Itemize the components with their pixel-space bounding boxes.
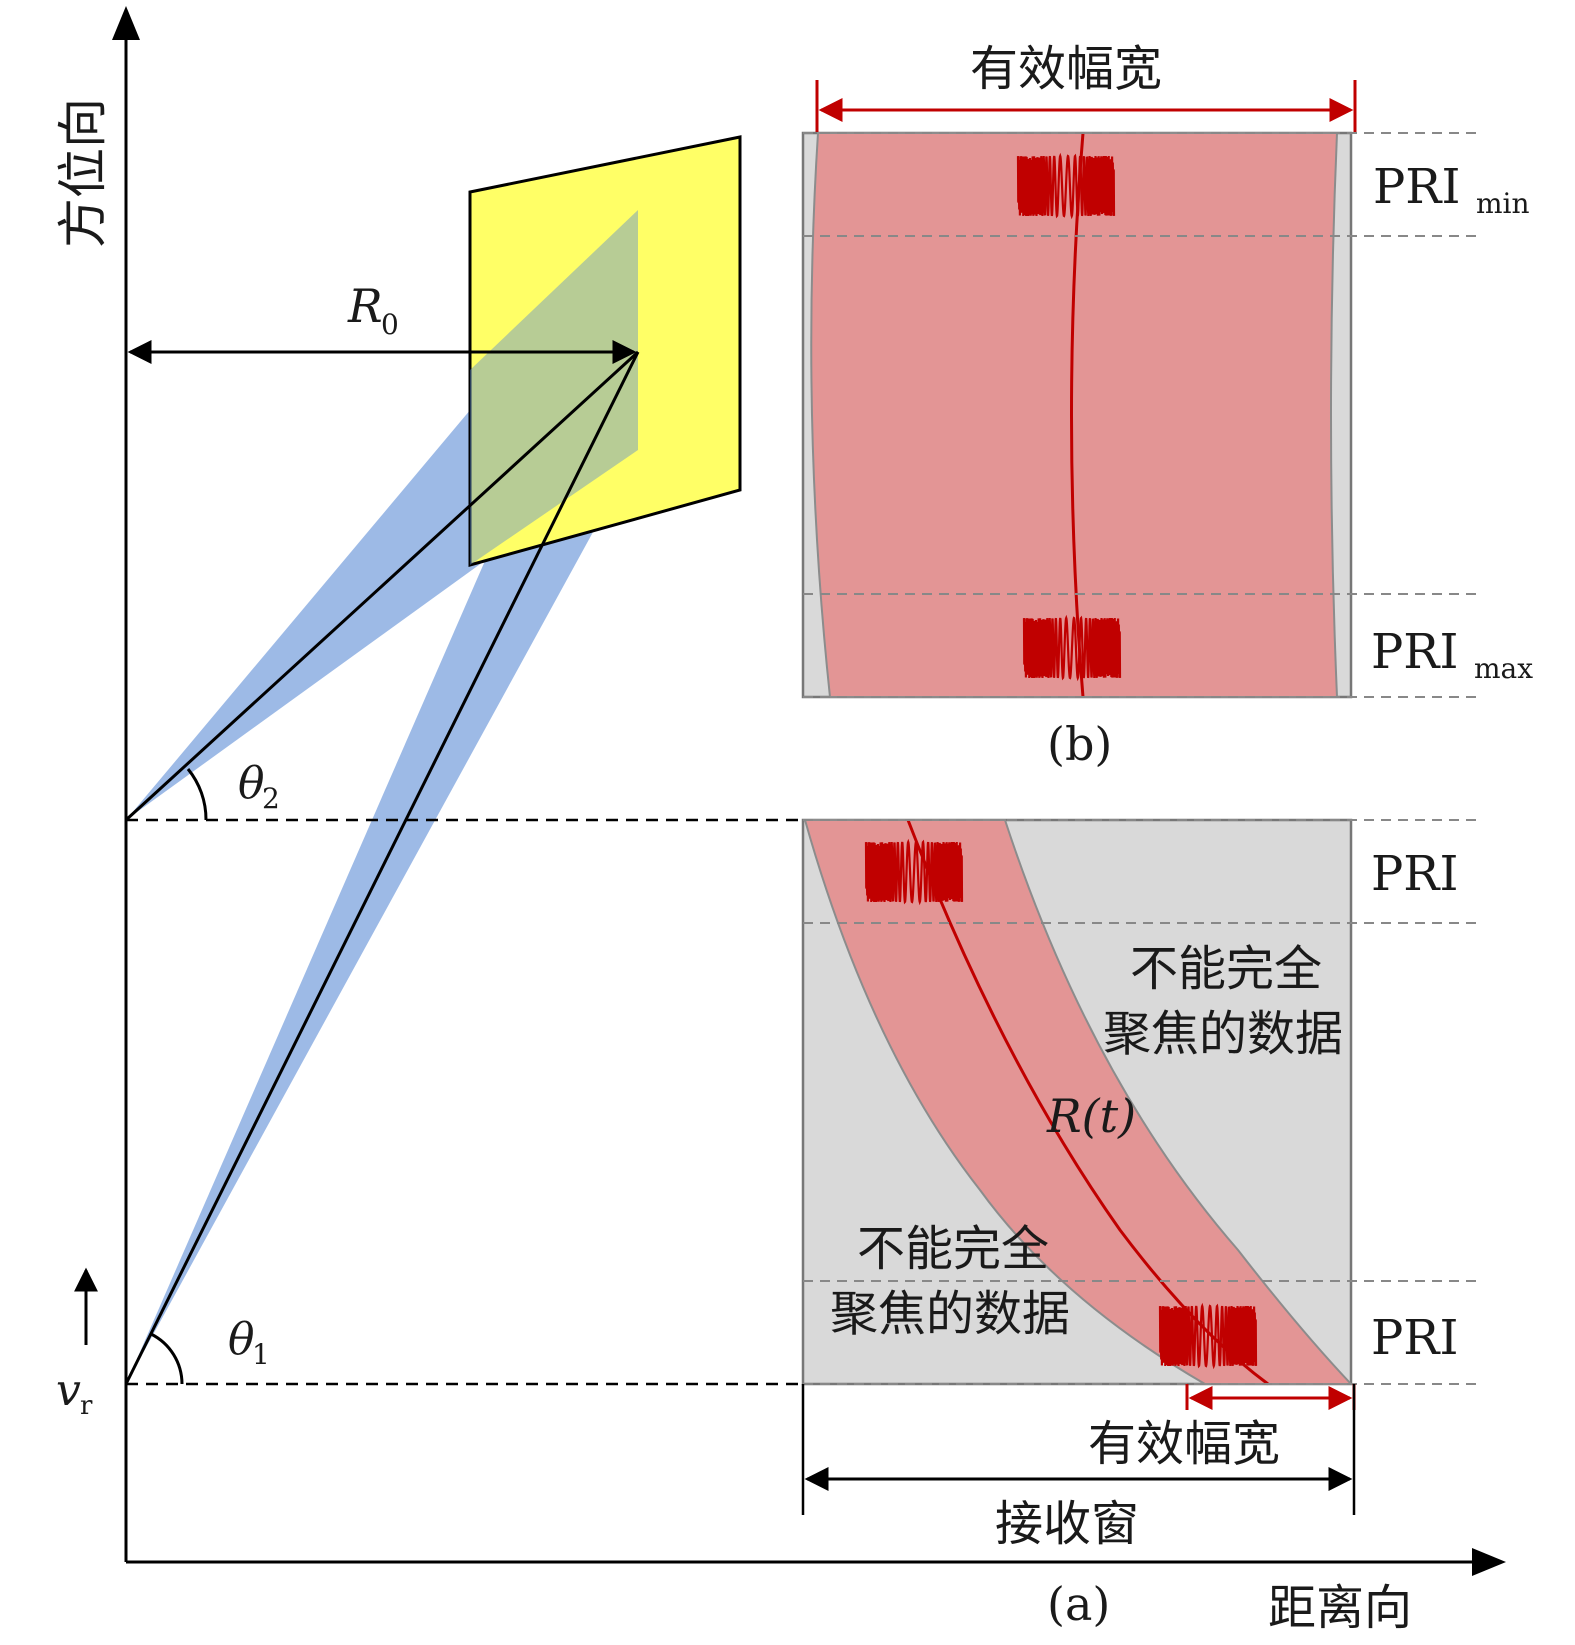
panel-a: PRI PRI 不能完全 聚焦的数据 不能完全 聚焦的数据 R(t) 有效幅宽 …: [801, 818, 1480, 1631]
theta1-symbol: θ: [228, 1314, 255, 1365]
theta1-arc: [150, 1332, 184, 1385]
azimuth-axis-label: 方位向: [54, 98, 112, 248]
axes: 方位向 距离向: [54, 6, 1506, 1636]
panel-b-pri-max-sub: max: [1474, 652, 1533, 685]
panel-b-pri-min-label: PRI: [1373, 159, 1460, 215]
range-axis-arrowhead: [1472, 1548, 1506, 1576]
panel-a-unfocused-upper-line2: 聚焦的数据: [1103, 1006, 1343, 1062]
panel-b-caption: (b): [1047, 717, 1112, 771]
panel-a-echo-band: [803, 819, 1354, 1385]
r0-subscript: 0: [381, 308, 399, 341]
beam-footprint-on-target: [470, 210, 638, 565]
panel-a-pri-bottom-label: PRI: [1371, 1310, 1458, 1366]
panel-a-rt-label: R(t): [1046, 1089, 1136, 1143]
panel-a-unfocused-lower-line1: 不能完全: [857, 1221, 1049, 1277]
panel-a-chirp-bottom: [1158, 1302, 1258, 1370]
panel-a-caption: (a): [1047, 1577, 1110, 1631]
theta1-subscript: 1: [252, 1338, 270, 1371]
panel-b-swath-label: 有效幅宽: [970, 41, 1162, 97]
panel-b-pri-max-label: PRI: [1371, 624, 1458, 680]
panel-b: 有效幅宽 PRI min PRI max (b): [801, 41, 1533, 771]
panel-b-chirp-bottom: [1022, 614, 1122, 682]
panel-b-chirp-top: [1016, 152, 1116, 220]
r0-symbol: R: [347, 279, 383, 333]
azimuth-axis-arrowhead: [112, 6, 140, 40]
panel-b-echo-band: [810, 132, 1339, 698]
panel-a-chirp-top: [864, 838, 964, 906]
panel-a-swath-label: 有效幅宽: [1088, 1416, 1280, 1472]
panel-a-pri-top-label: PRI: [1371, 846, 1458, 902]
line-of-sight-lower: [124, 351, 640, 1385]
theta2-symbol: θ: [238, 758, 265, 809]
range-axis-label: 距离向: [1268, 1580, 1412, 1636]
panel-a-unfocused-lower-line2: 聚焦的数据: [830, 1286, 1070, 1342]
velocity-subscript: r: [80, 1391, 93, 1421]
velocity-symbol: v: [56, 1365, 81, 1416]
line-of-sight-upper: [124, 350, 640, 822]
theta2-arc: [186, 768, 208, 821]
panel-a-unfocused-upper-line1: 不能完全: [1130, 941, 1322, 997]
panel-b-pri-min-sub: min: [1476, 187, 1530, 220]
receive-window-label: 接收窗: [995, 1496, 1139, 1552]
theta2-subscript: 2: [262, 782, 280, 815]
